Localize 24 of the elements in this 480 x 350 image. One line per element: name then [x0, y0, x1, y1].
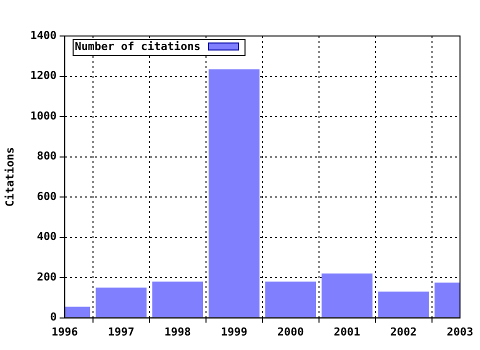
y-tick-label: 0: [50, 310, 57, 324]
x-tick-label: 1997: [108, 325, 134, 338]
bar: [378, 292, 429, 318]
y-tick-label: 1200: [30, 69, 57, 82]
x-tick-label: 1999: [220, 325, 248, 338]
x-tick-label: 2000: [277, 325, 304, 338]
bar: [208, 69, 260, 318]
bar: [322, 274, 372, 318]
x-tick-label: 2002: [390, 325, 417, 338]
x-tick-label: 1996: [51, 325, 78, 338]
bar: [265, 282, 316, 318]
y-tick-label: 800: [36, 150, 57, 163]
y-tick-label: 1000: [30, 109, 57, 122]
x-tick-label: 1998: [164, 325, 191, 338]
y-tick-label: 400: [36, 230, 57, 244]
bar: [96, 288, 147, 318]
y-tick-label: 1400: [30, 28, 57, 42]
y-tick-label: 600: [36, 190, 57, 203]
y-tick-label: 200: [36, 270, 57, 284]
legend-label: Number of citations: [74, 40, 201, 53]
x-tick-label: 2003: [446, 325, 474, 338]
x-tick-label: 2001: [334, 325, 361, 338]
bar: [152, 282, 204, 318]
y-axis-title: Citations: [3, 147, 16, 207]
